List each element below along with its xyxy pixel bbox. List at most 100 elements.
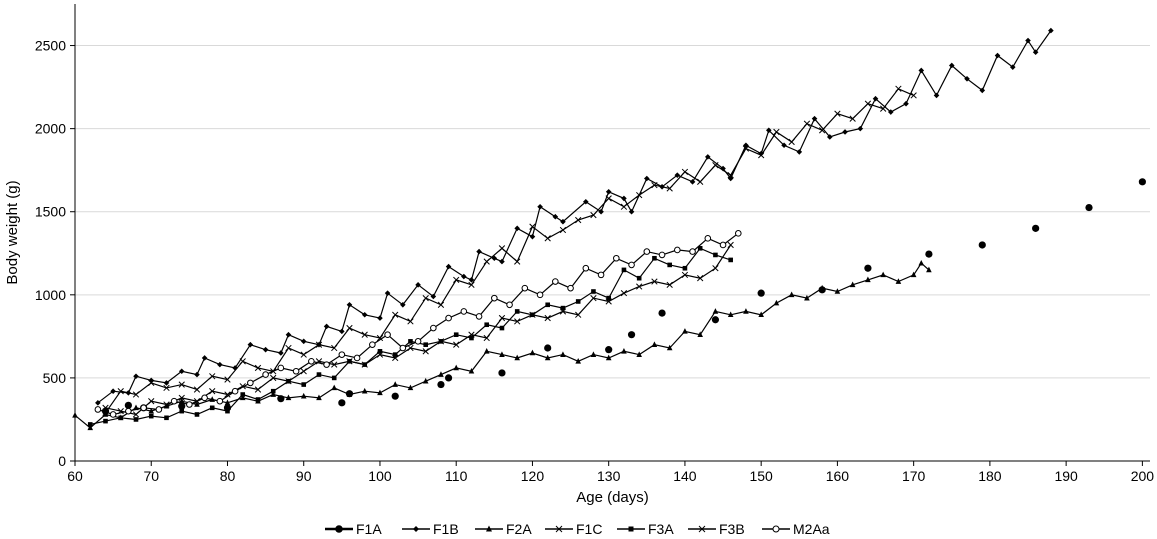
data-point-F2A — [727, 311, 734, 318]
data-point-F1C — [651, 181, 658, 189]
data-point-F1B — [560, 218, 566, 225]
legend-item-F1C: F1C — [545, 521, 602, 537]
data-point-F2A — [651, 341, 658, 347]
data-point-M2Aa — [125, 407, 132, 415]
data-point-F1B — [1009, 64, 1016, 70]
data-point-F2A — [346, 391, 353, 397]
x-tick-label: 200 — [1131, 468, 1155, 484]
x-stroke — [681, 271, 689, 279]
data-point-F3A — [728, 257, 733, 263]
data-point-F3B — [437, 338, 445, 345]
data-point-F2A — [926, 266, 932, 273]
x-stroke — [788, 138, 795, 146]
data-point-F2A — [575, 357, 581, 364]
data-point-F1A — [124, 401, 132, 409]
x-stroke — [224, 376, 231, 383]
x-tick-label: 60 — [67, 468, 83, 484]
data-point-F1B — [468, 277, 475, 283]
data-point-F1C — [880, 105, 887, 112]
data-point-F1B — [262, 346, 269, 353]
x-stroke — [102, 409, 109, 416]
x-stroke — [559, 226, 567, 234]
data-point-F1C — [819, 127, 826, 134]
data-point-F1A — [1085, 203, 1093, 212]
data-point-F3A — [392, 352, 398, 357]
data-point-F1B — [194, 371, 200, 378]
data-point-F1C — [285, 344, 292, 352]
data-point-F3A — [270, 388, 276, 394]
data-point-F1B — [948, 62, 955, 69]
data-point-M2Aa — [247, 379, 254, 387]
legend-item-M2Aa: M2Aa — [762, 521, 830, 537]
data-point-F2A — [270, 391, 277, 397]
data-point-F3B — [559, 308, 567, 315]
data-point-F1A — [1138, 178, 1146, 186]
x-stroke — [376, 351, 384, 358]
data-point-F1A — [605, 346, 613, 354]
x-stroke — [300, 368, 307, 375]
data-point-F1B — [811, 115, 818, 122]
data-point-M2Aa — [506, 301, 513, 309]
legend-label: F1B — [433, 521, 459, 537]
legend-marker — [628, 526, 634, 532]
data-point-F1C — [895, 85, 902, 92]
data-point-F1A — [1032, 224, 1040, 232]
data-point-F2A — [224, 399, 231, 406]
data-point-F1C — [346, 324, 353, 332]
data-point-F1C — [163, 384, 170, 392]
data-point-F1C — [422, 294, 429, 302]
legend-label: M2Aa — [793, 521, 830, 537]
data-point-F1B — [628, 208, 635, 215]
data-point-F1C — [392, 311, 399, 318]
x-stroke — [453, 276, 460, 284]
data-point-F1C — [773, 128, 780, 136]
data-point-F3A — [652, 255, 657, 261]
data-point-F1B — [217, 361, 223, 368]
x-stroke — [193, 386, 201, 393]
data-point-F1B — [887, 109, 894, 115]
data-point-F1B — [163, 380, 170, 386]
data-point-F1B — [857, 125, 864, 132]
data-point-F3B — [361, 361, 368, 368]
data-point-F1C — [209, 373, 216, 380]
x-tick-label: 90 — [296, 468, 312, 484]
data-point-M2Aa — [201, 394, 208, 402]
data-point-F3B — [498, 314, 506, 322]
x-tick-label: 180 — [978, 468, 1002, 484]
legend-label: F3A — [648, 521, 674, 537]
data-point-M2Aa — [613, 254, 620, 262]
data-point-F3B — [697, 275, 704, 282]
data-point-F1B — [285, 331, 292, 338]
x-stroke — [209, 388, 216, 395]
series-F3A — [87, 245, 733, 427]
data-point-F2A — [590, 351, 597, 357]
data-point-F2A — [514, 354, 520, 361]
data-point-M2Aa — [552, 278, 559, 285]
x-stroke — [392, 311, 399, 318]
data-point-F2A — [895, 278, 902, 284]
data-point-M2Aa — [231, 387, 239, 395]
x-tick-label: 190 — [1054, 468, 1078, 484]
data-point-F3B — [590, 294, 597, 302]
data-point-F1B — [323, 323, 330, 330]
data-point-F3B — [681, 271, 689, 279]
data-point-M2Aa — [186, 401, 193, 408]
x-stroke — [864, 100, 872, 107]
data-point-F2A — [743, 308, 749, 314]
data-point-F3B — [422, 348, 429, 355]
data-point-F1B — [598, 208, 604, 215]
data-point-M2Aa — [292, 367, 300, 375]
data-point-F1B — [476, 248, 482, 255]
x-stroke — [620, 203, 628, 210]
data-point-F3A — [575, 299, 581, 304]
x-stroke — [880, 105, 887, 112]
x-stroke — [422, 294, 429, 302]
series-F3B — [102, 241, 734, 418]
x-stroke — [605, 298, 612, 305]
data-point-F2A — [880, 271, 886, 278]
data-point-F2A — [438, 371, 444, 377]
data-point-M2Aa — [216, 397, 224, 405]
data-point-F1B — [826, 134, 833, 140]
data-point-F1B — [300, 338, 307, 345]
